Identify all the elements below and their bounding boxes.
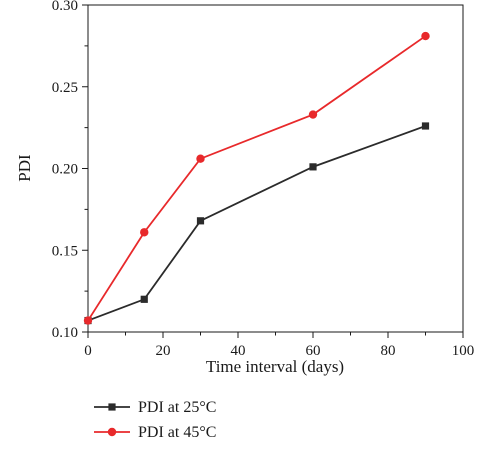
legend: PDI at 25°C PDI at 45°C <box>94 399 216 441</box>
series-line <box>87 35 427 322</box>
data-point-square <box>421 122 430 130</box>
y-tick-label: 0.30 <box>52 0 78 14</box>
series-2 <box>83 31 430 325</box>
legend-label: PDI at 25°C <box>138 399 216 416</box>
data-point-circle <box>308 110 318 119</box>
y-tick-label: 0.20 <box>52 162 78 178</box>
series-line <box>87 125 426 322</box>
x-tick-label: 100 <box>452 343 475 359</box>
x-tick-label: 20 <box>156 343 171 359</box>
y-tick-label: 0.15 <box>52 243 78 259</box>
data-point-circle <box>421 31 430 41</box>
series-1 <box>84 122 430 325</box>
legend-item-1: PDI at 25°C <box>94 399 216 416</box>
x-tick-label: 0 <box>84 343 92 359</box>
tick-labels: 0 20 40 60 80 100 0.10 0.15 0.20 0.25 0.30 <box>52 0 475 359</box>
y-tick-label: 0.25 <box>52 80 78 96</box>
x-tick-label: 60 <box>306 343 321 359</box>
x-tick-label: 40 <box>231 343 246 359</box>
x-axis-title: Time interval (days) <box>206 357 344 376</box>
legend-marker-square <box>108 403 116 411</box>
series-layer <box>83 31 430 325</box>
legend-marker-circle <box>107 427 117 437</box>
legend-item-2: PDI at 45°C <box>94 424 216 441</box>
data-point-circle <box>140 228 149 237</box>
plot-frame <box>87 4 464 333</box>
data-point-square <box>140 295 148 303</box>
x-tick-label: 80 <box>381 343 396 359</box>
y-axis-title: PDI <box>15 154 34 182</box>
axis-ticks <box>82 4 464 338</box>
data-point-square <box>196 217 205 225</box>
data-point-circle <box>83 316 93 325</box>
legend-label: PDI at 45°C <box>138 424 216 441</box>
data-point-square <box>309 163 317 171</box>
y-tick-label: 0.10 <box>52 325 78 341</box>
data-point-circle <box>196 154 205 163</box>
